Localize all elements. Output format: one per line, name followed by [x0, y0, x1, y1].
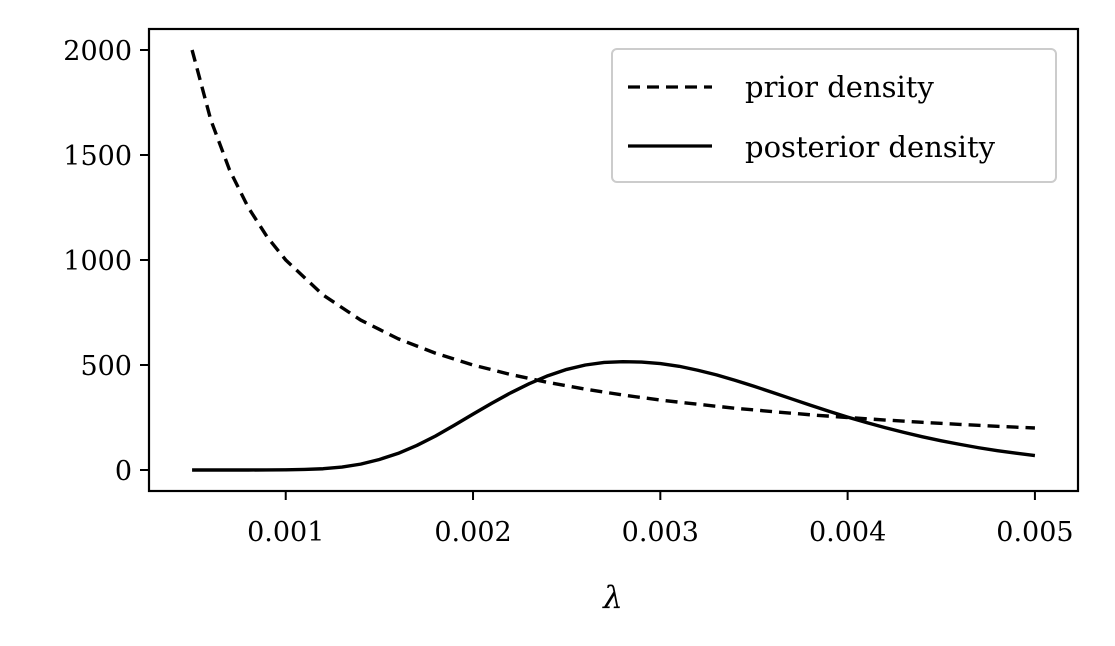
- legend-box: [611, 48, 1057, 183]
- y-tick-label: 1000: [63, 246, 132, 277]
- y-tick-label: 2000: [63, 36, 132, 67]
- x-tick-label: 0.001: [247, 517, 324, 548]
- x-tick-label: 0.003: [622, 517, 699, 548]
- legend-label-prior: prior density: [745, 70, 934, 104]
- legend: prior density posterior density: [611, 48, 1057, 183]
- x-axis: 0.001 0.002 0.003 0.004 0.005: [247, 491, 1074, 548]
- y-tick-label: 0: [115, 456, 132, 487]
- x-axis-label: λ: [601, 580, 623, 616]
- posterior-density-line: [192, 359, 1036, 472]
- series-layer: [190, 49, 1036, 472]
- x-tick-label: 0.002: [434, 517, 511, 548]
- y-axis: 0 500 1000 1500 2000: [63, 36, 149, 487]
- legend-label-posterior: posterior density: [745, 130, 996, 164]
- x-tick-label: 0.004: [809, 517, 886, 548]
- y-tick-label: 500: [80, 351, 132, 382]
- y-tick-label: 1500: [63, 141, 132, 172]
- x-tick-label: 0.005: [996, 517, 1073, 548]
- prior-density-line: [190, 49, 1035, 430]
